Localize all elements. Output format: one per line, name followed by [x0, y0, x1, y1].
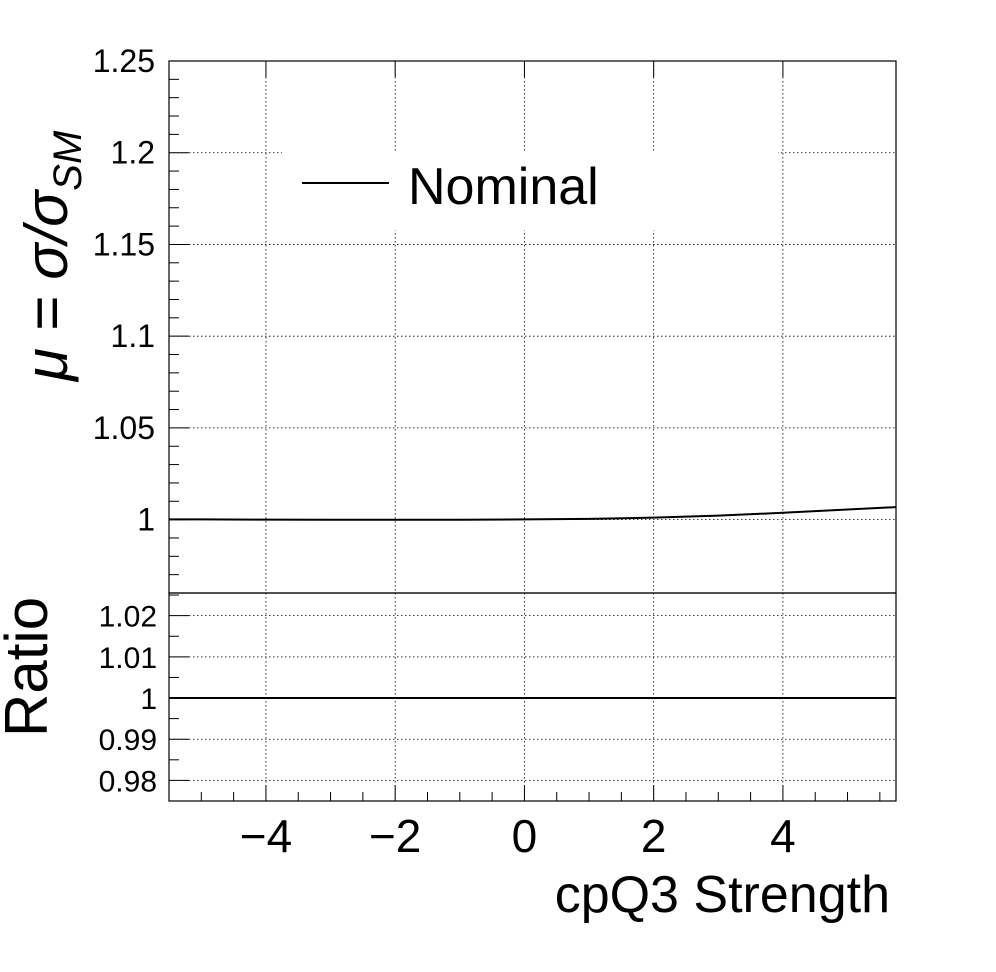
series-line-nominal [169, 506, 897, 521]
main-curves [169, 506, 897, 521]
main-y-axis-label-base: μ = σ/σ [13, 188, 80, 383]
main-y-tick-label: 1.1 [111, 318, 155, 354]
ratio-y-tick-label: 1 [140, 683, 157, 716]
ratio-y-tick-label: 1.01 [99, 642, 157, 675]
x-tick-label: 4 [770, 810, 796, 862]
main-y-axis-label-sub: SM [46, 130, 90, 191]
main-y-tick-label: 1.05 [93, 410, 155, 446]
ratio-y-tick-label: 1.02 [99, 601, 157, 634]
legend-label-nominal: Nominal [408, 158, 599, 216]
legend-background [282, 152, 778, 230]
main-y-tick-label: 1.2 [111, 135, 155, 171]
x-tick-label: −2 [369, 810, 421, 862]
ratio-x-tick-labels: −4 −2 0 2 4 [240, 810, 796, 862]
main-y-tick-label: 1 [137, 502, 155, 538]
main-panel: 1 1.05 1.1 1.15 1.2 1.25 Nominal μ = σ/σSM [13, 43, 897, 594]
main-ticks [169, 60, 784, 576]
main-y-tick-labels: 1 1.05 1.1 1.15 1.2 1.25 [93, 43, 155, 538]
main-y-tick-label: 1.25 [93, 43, 155, 79]
x-tick-label: −4 [240, 810, 292, 862]
x-tick-label: 2 [641, 810, 667, 862]
x-axis-label: cpQ3 Strength [555, 866, 890, 924]
ratio-panel: 0.98 0.99 1 1.01 1.02 −4 −2 0 2 4 Ratio cpQ3 Str… [0, 592, 897, 924]
ratio-y-tick-labels: 0.98 0.99 1 1.01 1.02 [99, 601, 157, 799]
ratio-y-tick-label: 0.98 [99, 765, 157, 798]
ratio-y-tick-label: 0.99 [99, 724, 157, 757]
ratio-y-axis-label: Ratio [0, 597, 60, 737]
legend: Nominal [282, 152, 778, 230]
main-y-axis-label: μ = σ/σSM [13, 130, 90, 383]
main-y-tick-label: 1.15 [93, 226, 155, 262]
ratio-ticks [169, 594, 881, 801]
x-tick-label: 0 [512, 810, 538, 862]
